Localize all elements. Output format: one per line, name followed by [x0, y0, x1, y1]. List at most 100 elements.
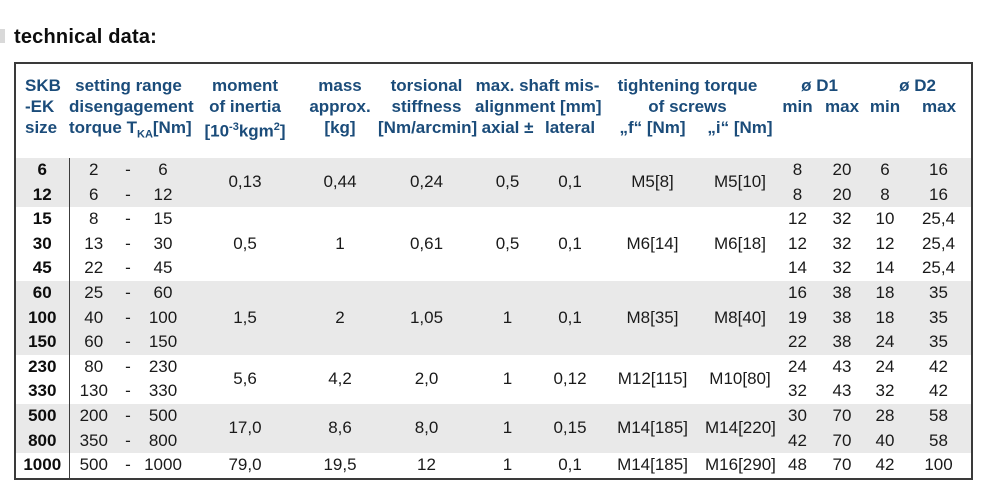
- cell-size: 60: [15, 280, 70, 306]
- cell-size: 800: [15, 428, 70, 454]
- cell-d2-min: 42: [875, 455, 895, 475]
- cell-lateral: 0,1: [540, 158, 601, 208]
- table-row: 12 6-12 8 20 8 16: [15, 182, 973, 208]
- cell-range-min: 500: [79, 455, 108, 475]
- cell-inertia: 5,6: [233, 369, 257, 389]
- cell-range-min: 13: [84, 233, 104, 253]
- cell-d2-max: 16: [906, 182, 973, 208]
- cell-screw-i: M16[290]: [705, 455, 776, 475]
- cell-d2-max: 100: [924, 455, 953, 475]
- cell-stiffness: 2,0: [414, 369, 439, 389]
- cell-screw-f: M14[185]: [617, 455, 688, 475]
- cell-range-dash: -: [118, 182, 138, 208]
- cell-d2-min: 18: [864, 305, 907, 331]
- cell-d2-min: 24: [864, 330, 907, 355]
- d1-sublabels: min max: [782, 97, 860, 116]
- cell-d1-max: 43: [832, 356, 852, 376]
- cell-range-max: 60: [138, 280, 189, 306]
- cell-size: 30: [15, 231, 70, 257]
- cell-range-max: 15: [153, 209, 173, 229]
- cell-d2-max: 42: [929, 381, 948, 401]
- cell-range-max: 800: [138, 428, 189, 454]
- cell-size: 12: [15, 182, 70, 208]
- cell-range-max: 6: [138, 158, 189, 183]
- cell-axial: 0,5: [495, 233, 520, 253]
- cell-range-max: 12: [138, 182, 189, 208]
- table-row: 60 25-60 1,5 2 1,05 1 0,1 M8[35] M8[40] 16 38 18 35: [15, 280, 973, 355]
- cell-d1-min: 8: [775, 182, 821, 208]
- cell-d1-min: 12: [788, 233, 807, 253]
- cell-mass: 19,5: [323, 455, 357, 475]
- cell-d2-max: 58: [906, 403, 973, 429]
- left-edge-mark: [0, 29, 5, 43]
- cell-screw-i: M10[80]: [709, 369, 771, 389]
- cell-range-dash: -: [125, 258, 131, 278]
- cell-size: 1000: [15, 453, 70, 479]
- cell-range-dash: -: [125, 356, 131, 376]
- page-title: technical data:: [14, 26, 158, 48]
- cell-inertia: 79,0: [228, 455, 262, 475]
- technical-data-table: SKB -EK size setting range disengagement…: [14, 62, 974, 480]
- cell-screw-f: M6[14]: [626, 233, 679, 253]
- cell-range-max: 1000: [144, 455, 182, 475]
- cell-range-dash: -: [118, 305, 138, 331]
- header-inertia-unit: [10-3kgm2]: [204, 121, 286, 141]
- d2-sublabels: min max: [869, 97, 957, 116]
- cell-d1-min: 42: [775, 428, 821, 454]
- cell-d2-max: 42: [929, 356, 948, 376]
- cell-range-dash: -: [118, 403, 138, 429]
- cell-d2-max: 25,4: [921, 233, 956, 253]
- cell-range-max: 150: [138, 330, 189, 355]
- cell-d1-min: 16: [775, 280, 821, 306]
- cell-stiffness: 0,61: [409, 233, 444, 253]
- cell-stiffness: 0,24: [378, 158, 476, 208]
- cell-d2-max: 35: [906, 280, 973, 306]
- cell-d1-max: 38: [820, 330, 865, 355]
- cell-axial: 1: [502, 455, 513, 475]
- cell-screw-f: M12[115]: [617, 369, 688, 389]
- cell-range-max: 230: [148, 356, 178, 376]
- cell-axial: 0,5: [475, 158, 541, 208]
- cell-mass: 4,2: [328, 369, 352, 389]
- cell-d1-min: 12: [788, 209, 807, 229]
- cell-mass: 8,6: [302, 403, 379, 454]
- header-torque-unit: torque TKA[Nm]: [69, 118, 192, 141]
- cell-d2-min: 18: [864, 280, 907, 306]
- cell-axial: 1: [475, 280, 541, 355]
- cell-lateral: 0,1: [558, 455, 582, 475]
- cell-range-dash: -: [118, 330, 138, 355]
- cell-range-min: 130: [79, 381, 108, 401]
- cell-d2-min: 8: [864, 182, 907, 208]
- cell-range-min: 22: [84, 258, 104, 278]
- cell-range-max: 45: [153, 258, 173, 278]
- cell-range-min: 6: [69, 182, 118, 208]
- header-setting-range: setting range disengagement torque TKA[N…: [69, 63, 194, 158]
- cell-d1-min: 8: [775, 158, 821, 183]
- cell-lateral: 0,15: [540, 403, 601, 454]
- table-row: 45 22 - 45 14 32 14 25,4: [15, 256, 972, 281]
- cell-d1-min: 32: [788, 381, 807, 401]
- header-torsional-stiffness: torsional stiffness [Nm/arcmin]: [378, 76, 478, 137]
- header-mass: mass approx. [kg]: [309, 76, 371, 137]
- table-body: 6 2-6 0,13 0,44 0,24 0,5 0,1 M5[8] M5[10] 8 20 6 16 1…: [15, 158, 973, 479]
- cell-size: 150: [15, 330, 70, 355]
- cell-d2-max: 25,4: [921, 209, 956, 229]
- cell-range-max: 330: [148, 381, 178, 401]
- cell-range-dash: -: [125, 455, 131, 475]
- cell-d2-max: 16: [906, 158, 973, 183]
- cell-range-min: 80: [84, 356, 104, 376]
- cell-inertia: 0,13: [188, 158, 303, 208]
- table-row: 150 60-150 22 38 24 35: [15, 330, 973, 355]
- table-row: 230 80-230 5,6 4,2 2,0 1 0,12 M12[115] M10[80] 24…: [15, 354, 972, 388]
- cell-lateral: 0,12: [553, 369, 587, 389]
- cell-d1-max: 38: [820, 305, 865, 331]
- cell-d2-min: 32: [875, 381, 895, 401]
- cell-range-min: 40: [69, 305, 118, 331]
- table-row: 30 13 - 30 12 32 12 25,4: [15, 231, 972, 257]
- cell-size: 6: [15, 158, 70, 183]
- cell-range-min: 25: [69, 280, 118, 306]
- cell-d1-min: 22: [775, 330, 821, 355]
- header-tightening-torque: tightening torque of screws „f“ [Nm] „i“…: [600, 63, 775, 158]
- cell-mass: 0,44: [302, 158, 379, 208]
- cell-d2-max: 58: [906, 428, 973, 454]
